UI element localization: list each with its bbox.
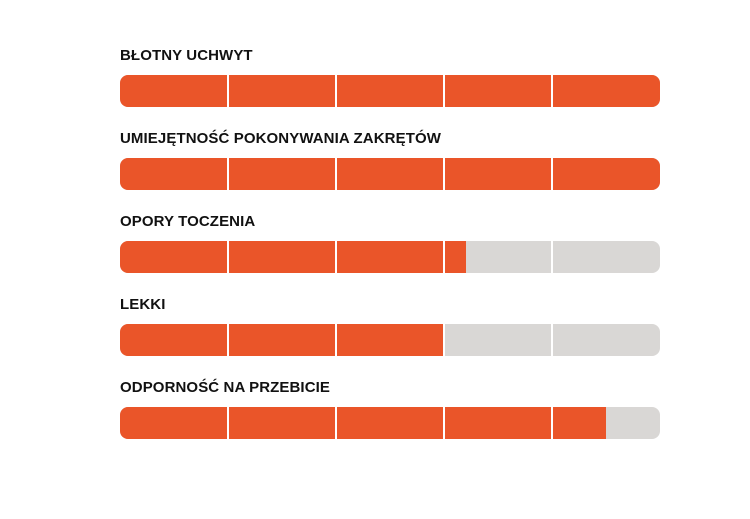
bar-segment-divider (227, 241, 229, 273)
rating-light: LEKKI (120, 296, 660, 379)
bar-segment-divider (227, 407, 229, 439)
bar-segment-divider (335, 324, 337, 356)
bar-segment-divider (227, 158, 229, 190)
rating-bar (120, 324, 660, 356)
bar-segment-divider (335, 75, 337, 107)
bar-segment-divider (443, 407, 445, 439)
rating-bar (120, 158, 660, 190)
rating-puncture-resistance: ODPORNOŚĆ NA PRZEBICIE (120, 379, 660, 462)
rating-rolling-resistance: OPORY TOCZENIA (120, 213, 660, 296)
bar-segment-divider (443, 241, 445, 273)
rating-bar (120, 241, 660, 273)
bar-segment-divider (551, 324, 553, 356)
rating-label: ODPORNOŚĆ NA PRZEBICIE (120, 379, 330, 396)
rating-label: UMIEJĘTNOŚĆ POKONYWANIA ZAKRĘTÓW (120, 130, 441, 147)
bar-segment-divider (335, 241, 337, 273)
rating-label: LEKKI (120, 296, 166, 313)
bar-segment-divider (443, 75, 445, 107)
bar-segment-divider (551, 407, 553, 439)
bar-segment-divider (335, 407, 337, 439)
rating-cornering: UMIEJĘTNOŚĆ POKONYWANIA ZAKRĘTÓW (120, 130, 660, 213)
bar-segment-divider (551, 75, 553, 107)
bar-segment-divider (443, 324, 445, 356)
rating-label: BŁOTNY UCHWYT (120, 47, 253, 64)
rating-bar-fill (120, 75, 660, 107)
bar-segment-divider (227, 75, 229, 107)
rating-bar-fill (120, 324, 444, 356)
rating-bar-fill (120, 241, 466, 273)
bar-segment-divider (227, 324, 229, 356)
bar-segment-divider (443, 158, 445, 190)
bar-segment-divider (335, 158, 337, 190)
rating-bar (120, 407, 660, 439)
bar-segment-divider (551, 158, 553, 190)
rating-bar-fill (120, 158, 660, 190)
rating-label: OPORY TOCZENIA (120, 213, 256, 230)
ratings-panel: BŁOTNY UCHWYT UMIEJĘTNOŚĆ POKONYWANIA ZA… (120, 47, 660, 462)
rating-bar-fill (120, 407, 606, 439)
bar-segment-divider (551, 241, 553, 273)
rating-mud-grip: BŁOTNY UCHWYT (120, 47, 660, 130)
rating-bar (120, 75, 660, 107)
